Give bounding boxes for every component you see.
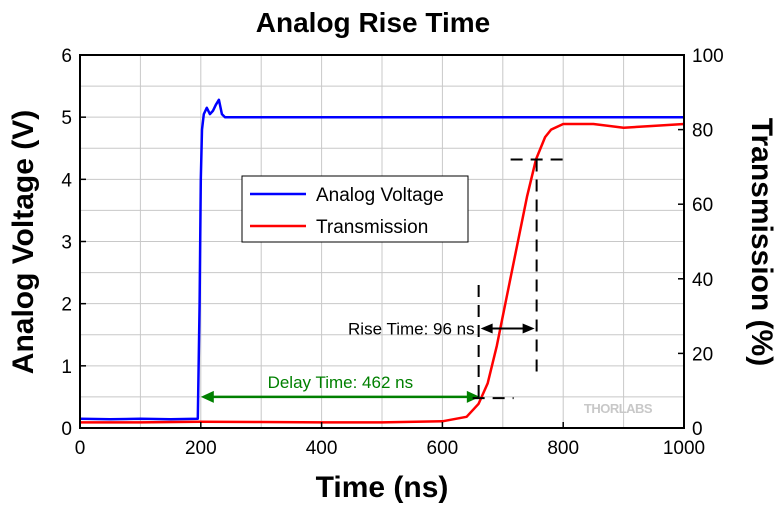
y-tick-label: 6 (61, 46, 72, 67)
series-line-analog-voltage (79, 98, 684, 421)
delay-time-label: Delay Time: 462 ns (268, 373, 414, 392)
y2-tick-label: 100 (692, 46, 724, 67)
legend-label-analog-voltage: Analog Voltage (316, 185, 444, 206)
plot-area (79, 98, 685, 424)
y-axis-left: 0 1 2 3 4 5 6 (61, 46, 86, 440)
x-tick-label: 0 (75, 438, 86, 459)
x-tick-label: 800 (547, 438, 579, 459)
thorlabs-watermark: THORLABS (584, 401, 653, 416)
delay-arrow-head-right (466, 390, 480, 403)
x-tick-label: 200 (185, 438, 217, 459)
y2-tick-label: 40 (692, 270, 713, 291)
x-tick-label: 1000 (663, 438, 705, 459)
rise-arrow-head-right (522, 323, 535, 334)
y-tick-label: 5 (61, 108, 72, 129)
y-tick-label: 1 (61, 357, 72, 378)
delay-arrow-head-left (200, 390, 214, 403)
legend-box (241, 175, 469, 243)
y-axis-label: Analog Voltage (V) (7, 110, 40, 374)
y-tick-label: 4 (61, 170, 72, 191)
y-axis-right: 0 20 40 60 80 100 (678, 46, 724, 440)
rise-time-label: Rise Time: 96 ns (348, 320, 475, 339)
y2-axis-label: Transmission (%) (745, 118, 778, 366)
x-axis-label: Time (ns) (316, 471, 449, 504)
legend-label-transmission: Transmission (316, 217, 428, 238)
y-tick-label: 2 (61, 295, 72, 316)
y-tick-label: 0 (61, 419, 72, 440)
series-line-transmission (80, 122, 685, 424)
rise-arrow-head-left (480, 323, 493, 334)
y2-tick-label: 60 (692, 195, 713, 216)
y2-tick-label: 20 (692, 344, 713, 365)
y2-tick-label: 0 (692, 419, 703, 440)
x-axis: 0 200 400 600 800 1000 (75, 422, 705, 459)
chart-title: Analog Rise Time (256, 7, 490, 38)
x-tick-label: 600 (427, 438, 459, 459)
y2-tick-label: 80 (692, 121, 713, 142)
x-tick-label: 400 (306, 438, 338, 459)
annotations: Delay Time: 462 ns Rise Time: 96 ns (200, 158, 563, 403)
y-tick-label: 3 (61, 233, 72, 254)
legend: Analog Voltage Transmission (241, 175, 469, 243)
